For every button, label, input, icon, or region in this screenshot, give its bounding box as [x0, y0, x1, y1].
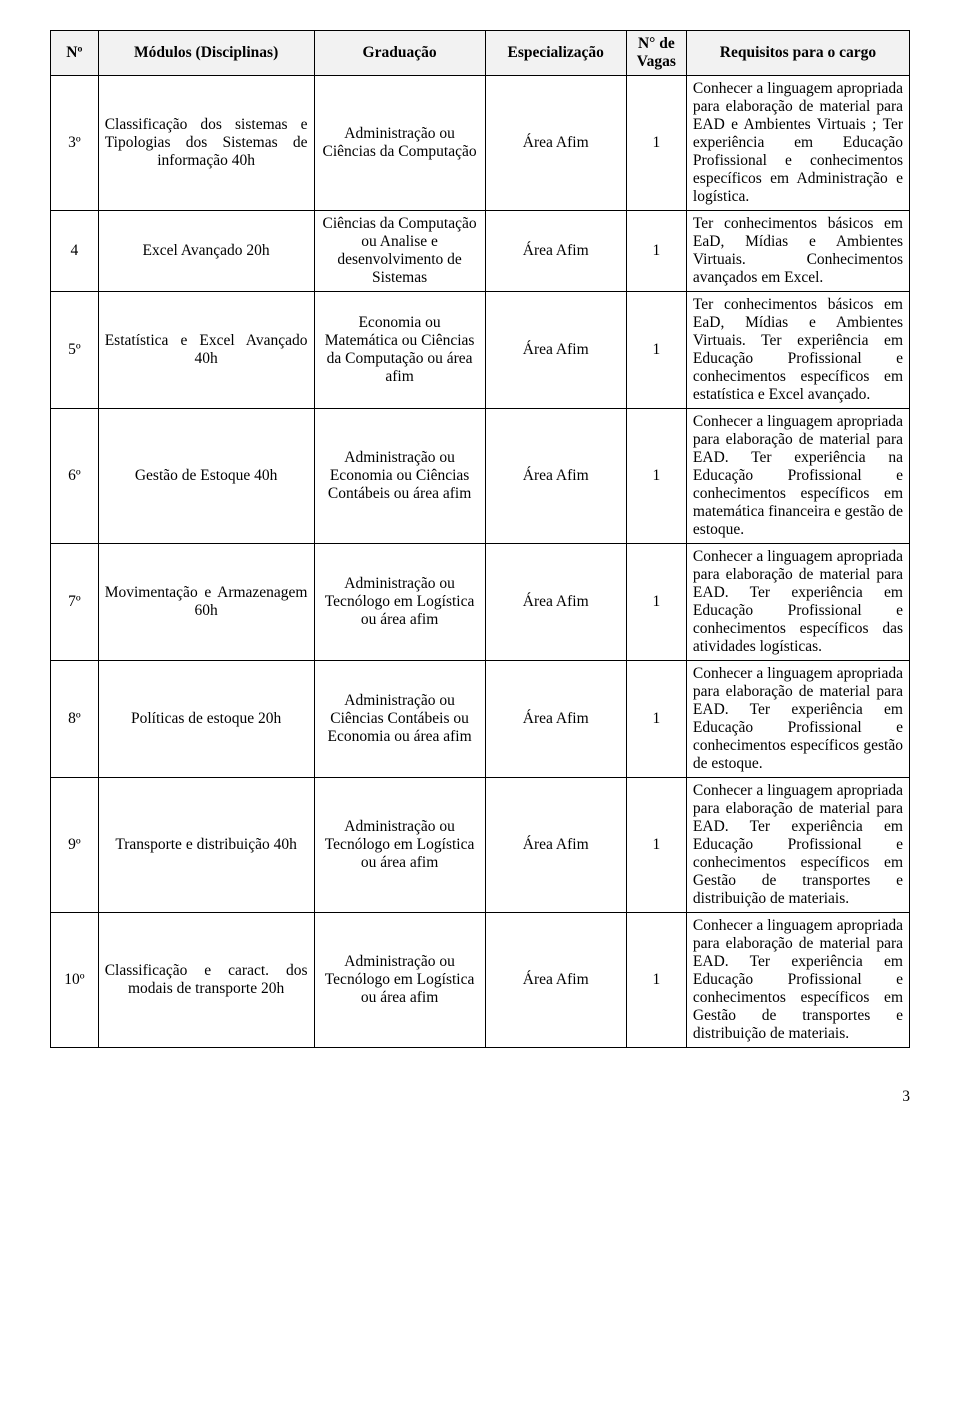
cell-num: 7º: [51, 544, 99, 661]
table-row: 5º Estatística e Excel Avançado 40h Econ…: [51, 292, 910, 409]
cell-vag: 1: [626, 913, 686, 1048]
table-row: 9º Transporte e distribuição 40h Adminis…: [51, 778, 910, 913]
cell-esp: Área Afim: [485, 778, 626, 913]
header-num: Nº: [51, 31, 99, 76]
cell-grad: Administração ou Tecnólogo em Logística …: [314, 544, 485, 661]
cell-vag: 1: [626, 76, 686, 211]
cell-vag: 1: [626, 544, 686, 661]
cell-num: 5º: [51, 292, 99, 409]
table-header: Nº Módulos (Disciplinas) Graduação Espec…: [51, 31, 910, 76]
cell-num: 4: [51, 211, 99, 292]
cell-req: Ter conhecimentos básicos em EaD, Mídias…: [686, 211, 909, 292]
cell-req: Ter conhecimentos básicos em EaD, Mídias…: [686, 292, 909, 409]
page-number: 3: [50, 1088, 910, 1106]
cell-esp: Área Afim: [485, 76, 626, 211]
table-row: 4 Excel Avançado 20h Ciências da Computa…: [51, 211, 910, 292]
table-row: 6º Gestão de Estoque 40h Administração o…: [51, 409, 910, 544]
cell-esp: Área Afim: [485, 913, 626, 1048]
cell-esp: Área Afim: [485, 292, 626, 409]
cell-mod: Movimentação e Armazenagem 60h: [98, 544, 314, 661]
cell-mod: Gestão de Estoque 40h: [98, 409, 314, 544]
cell-req: Conhecer a linguagem apropriada para ela…: [686, 76, 909, 211]
table-row: 10º Classificação e caract. dos modais d…: [51, 913, 910, 1048]
cell-mod: Classificação dos sistemas e Tipologias …: [98, 76, 314, 211]
header-especializacao: Especialização: [485, 31, 626, 76]
cell-grad: Ciências da Computação ou Analise e dese…: [314, 211, 485, 292]
cell-vag: 1: [626, 292, 686, 409]
header-modulos: Módulos (Disciplinas): [98, 31, 314, 76]
cell-num: 3º: [51, 76, 99, 211]
cell-vag: 1: [626, 211, 686, 292]
header-graduacao: Graduação: [314, 31, 485, 76]
cell-req: Conhecer a linguagem apropriada para ela…: [686, 661, 909, 778]
cell-esp: Área Afim: [485, 211, 626, 292]
cell-req: Conhecer a linguagem apropriada para ela…: [686, 913, 909, 1048]
cell-vag: 1: [626, 778, 686, 913]
cell-req: Conhecer a linguagem apropriada para ela…: [686, 544, 909, 661]
header-vagas: N° de Vagas: [626, 31, 686, 76]
cell-mod: Estatística e Excel Avançado 40h: [98, 292, 314, 409]
table-row: 8º Políticas de estoque 20h Administraçã…: [51, 661, 910, 778]
cell-grad: Administração ou Tecnólogo em Logística …: [314, 778, 485, 913]
cell-mod: Excel Avançado 20h: [98, 211, 314, 292]
table-body: 3º Classificação dos sistemas e Tipologi…: [51, 76, 910, 1048]
cell-grad: Administração ou Tecnólogo em Logística …: [314, 913, 485, 1048]
cell-mod: Políticas de estoque 20h: [98, 661, 314, 778]
cell-num: 10º: [51, 913, 99, 1048]
cell-req: Conhecer a linguagem apropriada para ela…: [686, 409, 909, 544]
cell-req: Conhecer a linguagem apropriada para ela…: [686, 778, 909, 913]
cell-num: 9º: [51, 778, 99, 913]
table-row: 7º Movimentação e Armazenagem 60h Admini…: [51, 544, 910, 661]
cell-grad: Administração ou Economia ou Ciências Co…: [314, 409, 485, 544]
cell-esp: Área Afim: [485, 409, 626, 544]
cell-esp: Área Afim: [485, 661, 626, 778]
course-table: Nº Módulos (Disciplinas) Graduação Espec…: [50, 30, 910, 1048]
cell-num: 6º: [51, 409, 99, 544]
cell-vag: 1: [626, 661, 686, 778]
header-requisitos: Requisitos para o cargo: [686, 31, 909, 76]
table-row: 3º Classificação dos sistemas e Tipologi…: [51, 76, 910, 211]
cell-vag: 1: [626, 409, 686, 544]
cell-esp: Área Afim: [485, 544, 626, 661]
cell-grad: Administração ou Ciências Contábeis ou E…: [314, 661, 485, 778]
cell-num: 8º: [51, 661, 99, 778]
cell-grad: Administração ou Ciências da Computação: [314, 76, 485, 211]
cell-grad: Economia ou Matemática ou Ciências da Co…: [314, 292, 485, 409]
cell-mod: Transporte e distribuição 40h: [98, 778, 314, 913]
cell-mod: Classificação e caract. dos modais de tr…: [98, 913, 314, 1048]
